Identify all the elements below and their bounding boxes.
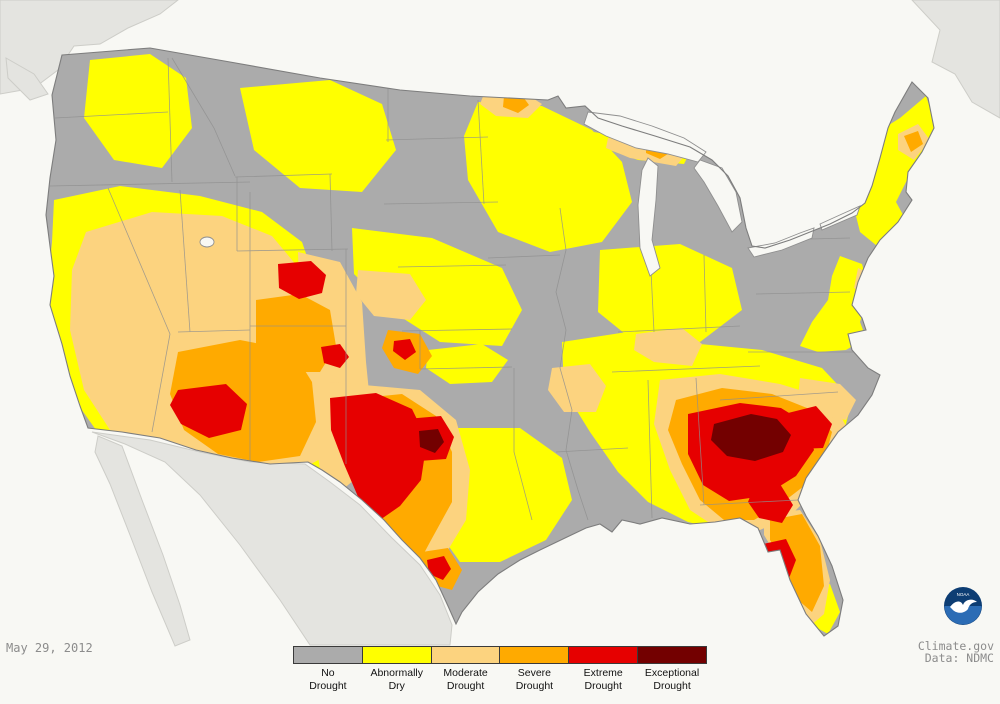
legend-swatch-moderate-drought	[430, 646, 501, 664]
legend-label-exceptional-drought: Exceptional Drought	[644, 667, 700, 692]
legend-swatch-exceptional-drought	[637, 646, 707, 664]
state-border-line	[699, 499, 799, 506]
legend-label-moderate-drought: Moderate Drought	[443, 667, 488, 692]
drought-patch	[770, 514, 824, 612]
state-border-line	[179, 189, 191, 333]
legend-swatch-extreme-drought	[568, 646, 639, 664]
legend-swatch-severe-drought	[499, 646, 570, 664]
lake-michigan	[637, 157, 661, 277]
state-border-line	[555, 207, 589, 521]
state-border-line	[383, 201, 499, 205]
state-border-line	[397, 264, 507, 268]
legend-item-extreme-drought: Extreme Drought	[568, 646, 639, 692]
vancouver-island	[5, 57, 49, 101]
legend-item-moderate-drought: Moderate Drought	[430, 646, 501, 692]
state-border-line	[513, 368, 533, 521]
baja-peninsula	[94, 435, 191, 647]
legend-label-extreme-drought: Extreme Drought	[583, 667, 623, 692]
drought-patch	[464, 102, 632, 252]
drought-patch	[904, 131, 923, 152]
legend-label-abnormally-dry: Abnormally Dry	[370, 667, 423, 692]
state-border-line	[419, 366, 513, 370]
state-border-line	[177, 329, 251, 333]
legend-label-no-drought: No Drought	[309, 667, 347, 692]
drought-patch	[356, 270, 426, 320]
state-border-line	[234, 173, 333, 178]
drought-patch	[330, 393, 427, 520]
drought-patch	[240, 80, 396, 192]
drought-patch	[256, 294, 336, 372]
state-border-line	[329, 173, 333, 252]
noaa-gull-icon	[950, 599, 977, 613]
drought-patch	[800, 256, 870, 352]
state-border-line	[107, 187, 171, 433]
exceptional-drought-regions	[419, 414, 791, 461]
state-border-line	[719, 391, 839, 401]
drought-patch	[352, 228, 522, 346]
state-border-line	[477, 99, 485, 205]
attribution-source: Climate.gov	[917, 639, 994, 653]
drought-patch	[711, 414, 791, 461]
state-border-line	[167, 57, 173, 183]
drought-legend: No Drought Abnormally Dry Moderate Droug…	[293, 646, 707, 692]
legend-swatch-no-drought	[293, 646, 363, 664]
legend-item-abnormally-dry: Abnormally Dry	[361, 646, 432, 692]
drought-patch	[427, 556, 451, 580]
legend-item-exceptional-drought: Exceptional Drought	[637, 646, 707, 692]
neighbor-landmass	[0, 0, 1000, 647]
drought-patch	[170, 384, 247, 438]
drought-patch	[786, 406, 832, 449]
attribution-data-source: Data: NDMC	[924, 651, 994, 666]
drought-patch	[278, 261, 326, 299]
state-border-line	[647, 379, 653, 519]
state-border-line	[755, 291, 851, 295]
canada-east-landmass	[911, 0, 1000, 119]
attribution: Climate.gov Data: NDMC	[918, 640, 994, 664]
drought-patch	[84, 54, 192, 168]
state-border-line	[611, 365, 761, 373]
great-salt-lake	[199, 236, 215, 248]
drought-patch	[748, 484, 793, 523]
lake-huron	[693, 159, 743, 233]
state-border-line	[703, 254, 707, 333]
state-border-line	[487, 254, 561, 259]
legend-label-severe-drought: Severe Drought	[515, 667, 554, 692]
legend-item-no-drought: No Drought	[293, 646, 363, 692]
noaa-logo: NOAA	[944, 587, 982, 625]
state-border-line	[54, 111, 169, 119]
noaa-logo-text: NOAA	[957, 592, 970, 597]
state-border-line	[236, 248, 349, 252]
state-border-line	[695, 377, 705, 506]
state-border-line	[171, 57, 236, 177]
legend-swatch-abnormally-dry	[361, 646, 432, 664]
legend-item-severe-drought: Severe Drought	[499, 646, 570, 692]
state-border-line	[49, 181, 251, 187]
drought-patch	[426, 344, 508, 384]
canada-west-landmass	[0, 0, 179, 95]
drought-overlays	[46, 54, 934, 634]
mexico-landmass	[91, 431, 453, 646]
state-border-line	[555, 447, 629, 453]
drought-patch	[419, 429, 444, 453]
drought-patch	[634, 328, 702, 366]
drought-patch	[393, 339, 416, 360]
state-border-line	[401, 328, 513, 332]
state-border-line	[617, 325, 741, 333]
map-date: May 29, 2012	[6, 641, 93, 655]
drought-patch	[321, 344, 349, 368]
state-border-line	[385, 136, 489, 141]
